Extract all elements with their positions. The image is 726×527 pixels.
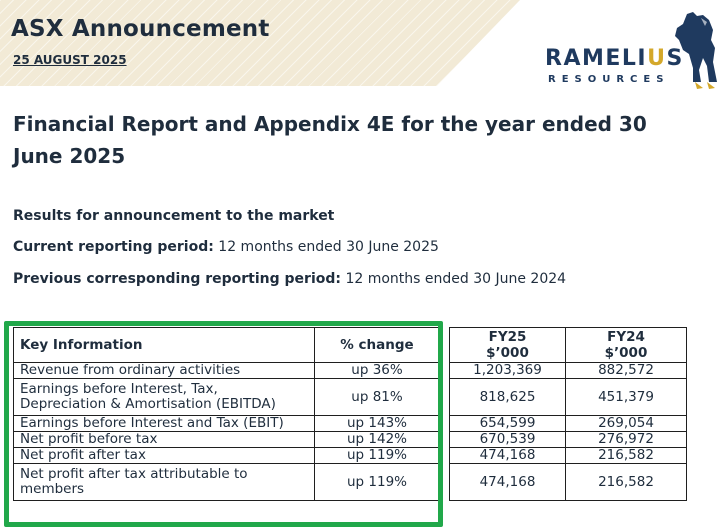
previous-period-label: Previous corresponding reporting period:	[13, 271, 341, 287]
current-period: Current reporting period: 12 months ende…	[13, 239, 439, 255]
current-period-label: Current reporting period:	[13, 239, 214, 255]
row-label: Earnings before Interest and Tax (EBIT)	[13, 415, 315, 432]
row-fy24: 216,582	[565, 447, 687, 464]
header-change: % change	[314, 327, 440, 363]
company-logo: RAMELIUS RESOURCES	[545, 10, 720, 90]
row-fy25: 818,625	[449, 378, 566, 416]
row-fy25: 1,203,369	[449, 362, 566, 379]
row-fy24: 882,572	[565, 362, 687, 379]
table-row: Revenue from ordinary activities up 36% …	[13, 362, 687, 379]
header-key-information: Key Information	[13, 327, 315, 363]
row-change: up 119%	[314, 447, 440, 464]
logo-word-gold: U	[647, 46, 667, 71]
table-row: Earnings before Interest, Tax, Depreciat…	[13, 378, 687, 416]
previous-period: Previous corresponding reporting period:…	[13, 271, 566, 287]
table-row: Net profit after tax up 119% 474,168 216…	[13, 447, 687, 464]
table-row: Net profit after tax attributable to mem…	[13, 463, 687, 501]
row-fy25: 474,168	[449, 463, 566, 501]
row-fy25: 654,599	[449, 415, 566, 432]
row-change: up 119%	[314, 463, 440, 501]
logo-subtitle: RESOURCES	[548, 74, 670, 85]
row-fy24: 451,379	[565, 378, 687, 416]
page-title: Financial Report and Appendix 4E for the…	[13, 112, 647, 168]
row-change: up 143%	[314, 415, 440, 432]
header-fy24: FY24 $’000	[565, 327, 687, 363]
logo-wordmark: RAMELIUS	[545, 46, 684, 71]
row-label: Earnings before Interest, Tax, Depreciat…	[13, 378, 315, 416]
row-fy24: 276,972	[565, 431, 687, 448]
row-label: Net profit after tax	[13, 447, 315, 464]
row-fy24: 269,054	[565, 415, 687, 432]
row-fy25: 670,539	[449, 431, 566, 448]
row-label: Net profit before tax	[13, 431, 315, 448]
doc-type: ASX Announcement	[11, 16, 270, 42]
header-fy25: FY25 $’000	[449, 327, 566, 363]
doc-date: 25 AUGUST 2025	[13, 53, 127, 67]
current-period-value: 12 months ended 30 June 2025	[218, 239, 439, 255]
row-label: Revenue from ordinary activities	[13, 362, 315, 379]
row-fy25: 474,168	[449, 447, 566, 464]
horse-icon	[675, 12, 717, 89]
row-change: up 36%	[314, 362, 440, 379]
row-change: up 81%	[314, 378, 440, 416]
row-fy24: 216,582	[565, 463, 687, 501]
results-heading: Results for announcement to the market	[13, 208, 335, 224]
table-header-row: Key Information % change FY25 $’000 FY24 $…	[13, 327, 687, 363]
row-change: up 142%	[314, 431, 440, 448]
previous-period-value: 12 months ended 30 June 2024	[345, 271, 567, 287]
row-label: Net profit after tax attributable to mem…	[13, 463, 315, 501]
table-row: Net profit before tax up 142% 670,539 27…	[13, 431, 687, 448]
spacer	[439, 327, 450, 363]
logo-word-part1: RAMELI	[545, 46, 648, 71]
table-row: Earnings before Interest and Tax (EBIT) …	[13, 415, 687, 432]
header-band	[0, 0, 520, 86]
key-information-table: Key Information % change FY25 $’000 FY24 $…	[13, 327, 687, 501]
logo-word-part3: S	[666, 46, 684, 71]
